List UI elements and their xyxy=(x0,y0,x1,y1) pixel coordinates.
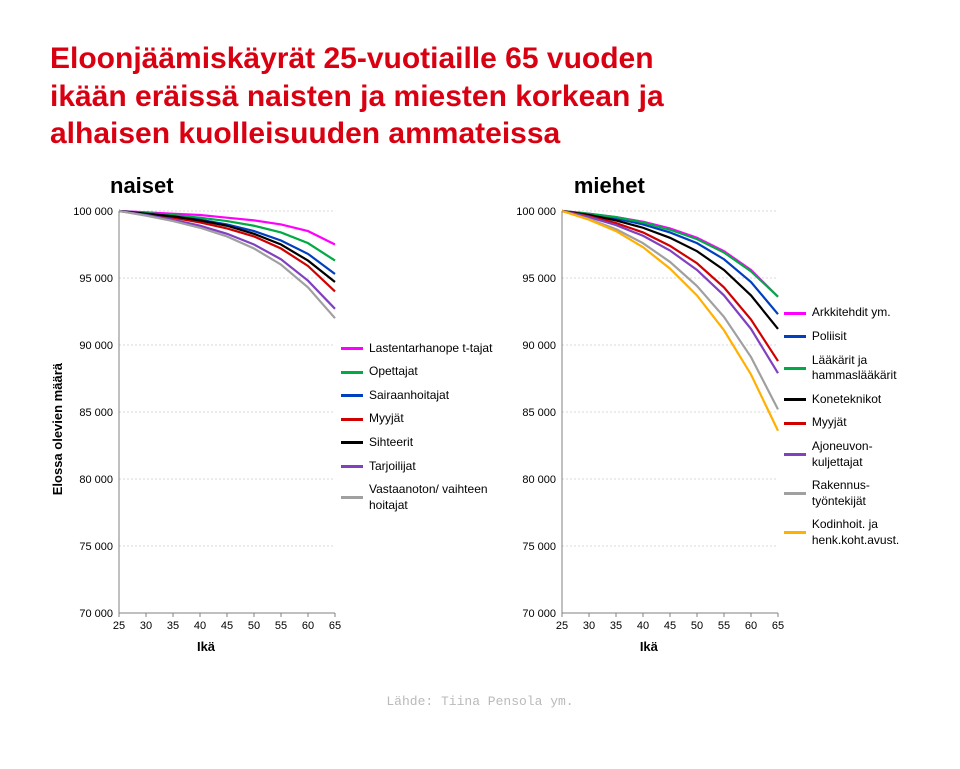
y-axis-label: Elossa olevien määrä xyxy=(50,363,65,495)
svg-text:25: 25 xyxy=(556,620,568,632)
legend-label: Koneteknikot xyxy=(812,392,881,408)
naiset-header: naiset xyxy=(110,173,494,199)
legend-swatch xyxy=(784,335,806,338)
svg-text:30: 30 xyxy=(140,620,152,632)
series-line xyxy=(562,211,778,409)
svg-text:80 000: 80 000 xyxy=(79,474,113,486)
legend-swatch xyxy=(784,398,806,401)
svg-text:35: 35 xyxy=(167,620,179,632)
legend-item: Myyjät xyxy=(341,411,494,427)
svg-text:55: 55 xyxy=(718,620,730,632)
naiset-column: naiset Elossa olevien määrä 70 000 75 000… xyxy=(50,173,494,654)
svg-text:100 000: 100 000 xyxy=(73,206,113,218)
legend-item: Tarjoilijat xyxy=(341,459,494,475)
legend-label: Lastentarhanope t-tajat xyxy=(369,341,492,357)
svg-text:85 000: 85 000 xyxy=(79,407,113,419)
svg-text:55: 55 xyxy=(275,620,287,632)
legend-swatch xyxy=(341,441,363,444)
svg-text:70 000: 70 000 xyxy=(79,608,113,620)
legend-item: Opettajat xyxy=(341,364,494,380)
legend-item: Arkkitehdit ym. xyxy=(784,305,910,321)
series-line xyxy=(119,211,335,318)
legend-item: Rakennus- työntekijät xyxy=(784,478,910,509)
legend-swatch xyxy=(784,531,806,534)
legend-label: Vastaanoton/ vaihteen hoitajat xyxy=(369,482,494,513)
series-line xyxy=(562,211,778,297)
svg-text:85 000: 85 000 xyxy=(522,407,556,419)
legend-label: Ajoneuvon- kuljettajat xyxy=(812,439,910,470)
legend-swatch xyxy=(784,453,806,456)
chart-grid: naiset Elossa olevien määrä 70 000 75 000… xyxy=(50,173,910,654)
naiset-plot: 70 000 75 000 80 000 85 000 90 000 95 000 100 … xyxy=(71,205,341,635)
svg-text:65: 65 xyxy=(329,620,341,632)
svg-text:100 000: 100 000 xyxy=(516,206,556,218)
svg-text:90 000: 90 000 xyxy=(522,340,556,352)
svg-text:95 000: 95 000 xyxy=(522,273,556,285)
svg-text:70 000: 70 000 xyxy=(522,608,556,620)
legend-swatch xyxy=(341,371,363,374)
legend-item: Kodinhoit. ja henk.koht.avust. xyxy=(784,517,910,548)
legend-item: Lastentarhanope t-tajat xyxy=(341,341,494,357)
miehet-legend: Arkkitehdit ym. Poliisit Lääkärit ja hamma… xyxy=(784,301,910,556)
legend-label: Tarjoilijat xyxy=(369,459,416,475)
series-line xyxy=(562,211,778,297)
legend-item: Koneteknikot xyxy=(784,392,910,408)
legend-swatch xyxy=(784,367,806,370)
legend-label: Lääkärit ja hammaslääkärit xyxy=(812,353,910,384)
svg-text:75 000: 75 000 xyxy=(79,541,113,553)
chart-title: Eloonjäämiskäyrät 25-vuotiaille 65 vuode… xyxy=(50,40,910,153)
svg-text:60: 60 xyxy=(745,620,757,632)
legend-swatch xyxy=(341,465,363,468)
svg-text:40: 40 xyxy=(637,620,649,632)
legend-item: Poliisit xyxy=(784,329,910,345)
svg-text:40: 40 xyxy=(194,620,206,632)
svg-text:50: 50 xyxy=(691,620,703,632)
legend-label: Sihteerit xyxy=(369,435,413,451)
legend-swatch xyxy=(341,496,363,499)
legend-item: Myyjät xyxy=(784,415,910,431)
legend-label: Sairaanhoitajat xyxy=(369,388,449,404)
miehet-plot: 70 000 75 000 80 000 85 000 90 000 95 000 100 … xyxy=(514,205,784,635)
legend-swatch xyxy=(341,347,363,350)
legend-item: Ajoneuvon- kuljettajat xyxy=(784,439,910,470)
legend-swatch xyxy=(341,418,363,421)
legend-item: Sihteerit xyxy=(341,435,494,451)
legend-label: Kodinhoit. ja henk.koht.avust. xyxy=(812,517,910,548)
legend-label: Myyjät xyxy=(812,415,847,431)
legend-swatch xyxy=(784,312,806,315)
legend-item: Lääkärit ja hammaslääkärit xyxy=(784,353,910,384)
svg-text:80 000: 80 000 xyxy=(522,474,556,486)
svg-text:45: 45 xyxy=(221,620,233,632)
svg-text:65: 65 xyxy=(772,620,784,632)
svg-text:25: 25 xyxy=(113,620,125,632)
svg-text:45: 45 xyxy=(664,620,676,632)
legend-label: Myyjät xyxy=(369,411,404,427)
legend-label: Arkkitehdit ym. xyxy=(812,305,891,321)
svg-text:90 000: 90 000 xyxy=(79,340,113,352)
svg-text:95 000: 95 000 xyxy=(79,273,113,285)
miehet-column: miehet 70 000 75 000 80 000 85 000 90 000 95 … xyxy=(514,173,910,654)
svg-text:35: 35 xyxy=(610,620,622,632)
svg-text:50: 50 xyxy=(248,620,260,632)
legend-swatch xyxy=(784,492,806,495)
legend-swatch xyxy=(341,394,363,397)
svg-text:30: 30 xyxy=(583,620,595,632)
legend-swatch xyxy=(784,422,806,425)
legend-item: Sairaanhoitajat xyxy=(341,388,494,404)
x-axis-label-naiset: Ikä xyxy=(71,639,341,654)
legend-label: Rakennus- työntekijät xyxy=(812,478,910,509)
x-axis-label-miehet: Ikä xyxy=(514,639,784,654)
naiset-legend: Lastentarhanope t-tajat Opettajat Sairaanh… xyxy=(341,337,494,522)
svg-text:60: 60 xyxy=(302,620,314,632)
legend-label: Opettajat xyxy=(369,364,418,380)
svg-text:75 000: 75 000 xyxy=(522,541,556,553)
legend-item: Vastaanoton/ vaihteen hoitajat xyxy=(341,482,494,513)
miehet-header: miehet xyxy=(574,173,910,199)
source-text: Lähde: Tiina Pensola ym. xyxy=(50,694,910,709)
legend-label: Poliisit xyxy=(812,329,847,345)
